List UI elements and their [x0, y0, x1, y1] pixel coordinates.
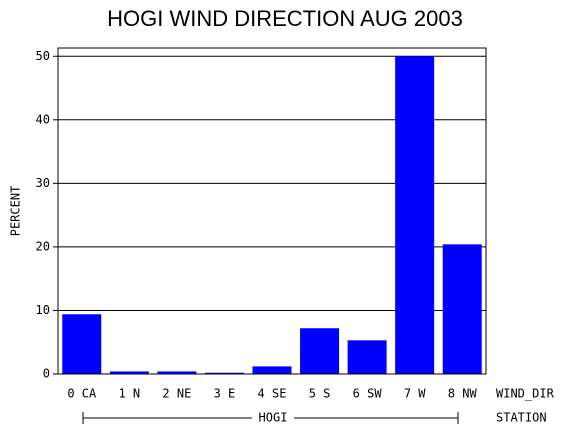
y-axis-label: PERCENT — [9, 186, 23, 237]
bar — [347, 340, 387, 374]
plot-frame — [57, 47, 487, 375]
x-tick-label: 4 SE — [258, 387, 287, 401]
x-tick-label: 7 W — [404, 387, 426, 401]
bar — [442, 244, 482, 374]
x-tick-label: 0 CA — [67, 387, 97, 401]
group-label-bg — [252, 410, 294, 426]
x-tick-label: 6 SW — [353, 387, 383, 401]
bar — [395, 56, 435, 375]
bar — [204, 372, 244, 374]
group-label: HOGI — [259, 411, 288, 425]
y-tick-label: 10 — [36, 303, 50, 317]
x-axis-label: WIND_DIR — [496, 387, 555, 401]
bar — [109, 371, 149, 374]
bar — [157, 371, 197, 374]
chart-title: HOGI WIND DIRECTION AUG 2003 — [107, 6, 463, 31]
x-tick-label: 5 S — [309, 387, 331, 401]
bar — [62, 314, 102, 374]
y-tick-label: 0 — [43, 367, 50, 381]
y-tick-label: 50 — [36, 49, 50, 63]
y-tick-label: 30 — [36, 176, 50, 190]
y-tick-label: 20 — [36, 239, 50, 253]
bar — [252, 366, 292, 374]
bar — [300, 328, 340, 374]
x-tick-label: 3 E — [214, 387, 236, 401]
x-tick-label: 8 NW — [448, 387, 478, 401]
x-tick-label: 2 NE — [162, 387, 191, 401]
group-axis-label: STATION — [496, 411, 547, 425]
x-tick-label: 1 N — [118, 387, 140, 401]
y-tick-label: 40 — [36, 112, 50, 126]
